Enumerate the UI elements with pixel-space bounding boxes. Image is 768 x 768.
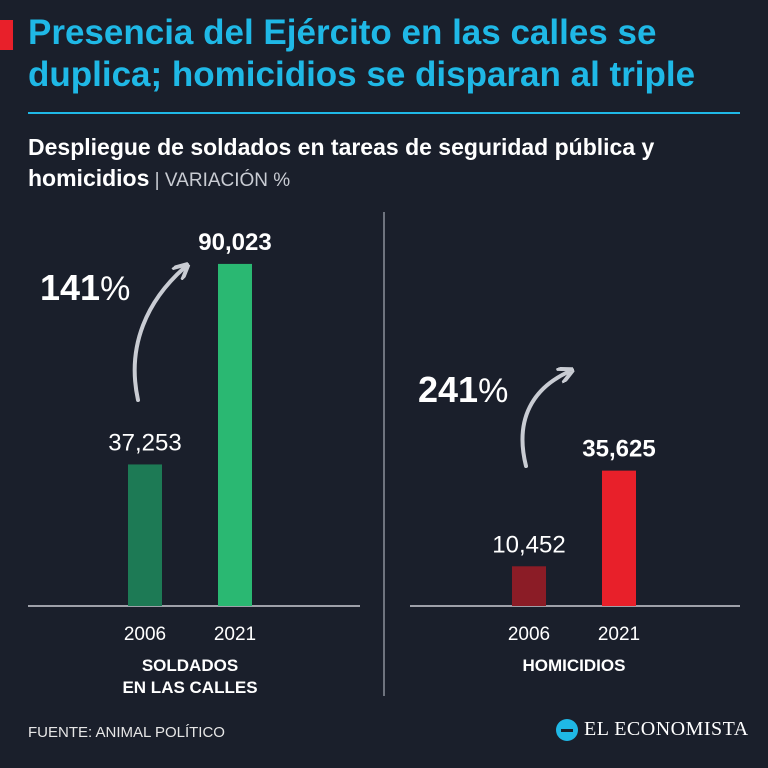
- subtitle-unit: VARIACIÓN %: [164, 170, 291, 191]
- soldados-category-label-2021: 2021: [214, 624, 256, 645]
- soldados-variation-label: 141%: [40, 267, 130, 308]
- accent-bar: [0, 20, 13, 50]
- soldados-bar-2006: [128, 464, 162, 606]
- homicidios-variation-label: 241%: [418, 369, 508, 410]
- homicidios-value-label-2006: 10,452: [492, 531, 565, 558]
- brand-name: EL ECONOMISTA: [584, 718, 749, 740]
- homicidios-category-label-2006: 2006: [508, 624, 550, 645]
- subtitle-main: Despliegue de soldados en tareas de segu…: [28, 134, 655, 191]
- chart-title: Presencia del Ejército en las calles se …: [28, 13, 696, 94]
- soldados-category-label-2006: 2006: [124, 624, 166, 645]
- soldados-variation-arrow: [132, 268, 184, 402]
- soldados-panel-label: SOLDADOS EN LAS CALLES: [122, 656, 257, 697]
- chart-subtitle: Despliegue de soldados en tareas de segu…: [28, 132, 748, 196]
- homicidios-bar-2006: [512, 566, 546, 606]
- soldados-bar-2021: [218, 263, 252, 606]
- title-divider: [28, 112, 740, 114]
- brand-logo: EL ECONOMISTA: [556, 718, 749, 741]
- source-note: FUENTE: ANIMAL POLÍTICO: [28, 724, 225, 741]
- brand-icon: [556, 718, 578, 741]
- subtitle-separator: |: [149, 170, 165, 191]
- homicidios-bar-2021: [602, 470, 636, 606]
- homicidios-value-label-2021: 35,625: [582, 436, 655, 463]
- soldados-value-label-2006: 37,253: [108, 429, 181, 456]
- soldados-value-label-2021: 90,023: [198, 229, 271, 256]
- homicidios-variation-arrow: [520, 372, 568, 468]
- homicidios-panel-label: HOMICIDIOS: [523, 656, 626, 675]
- homicidios-category-label-2021: 2021: [598, 624, 640, 645]
